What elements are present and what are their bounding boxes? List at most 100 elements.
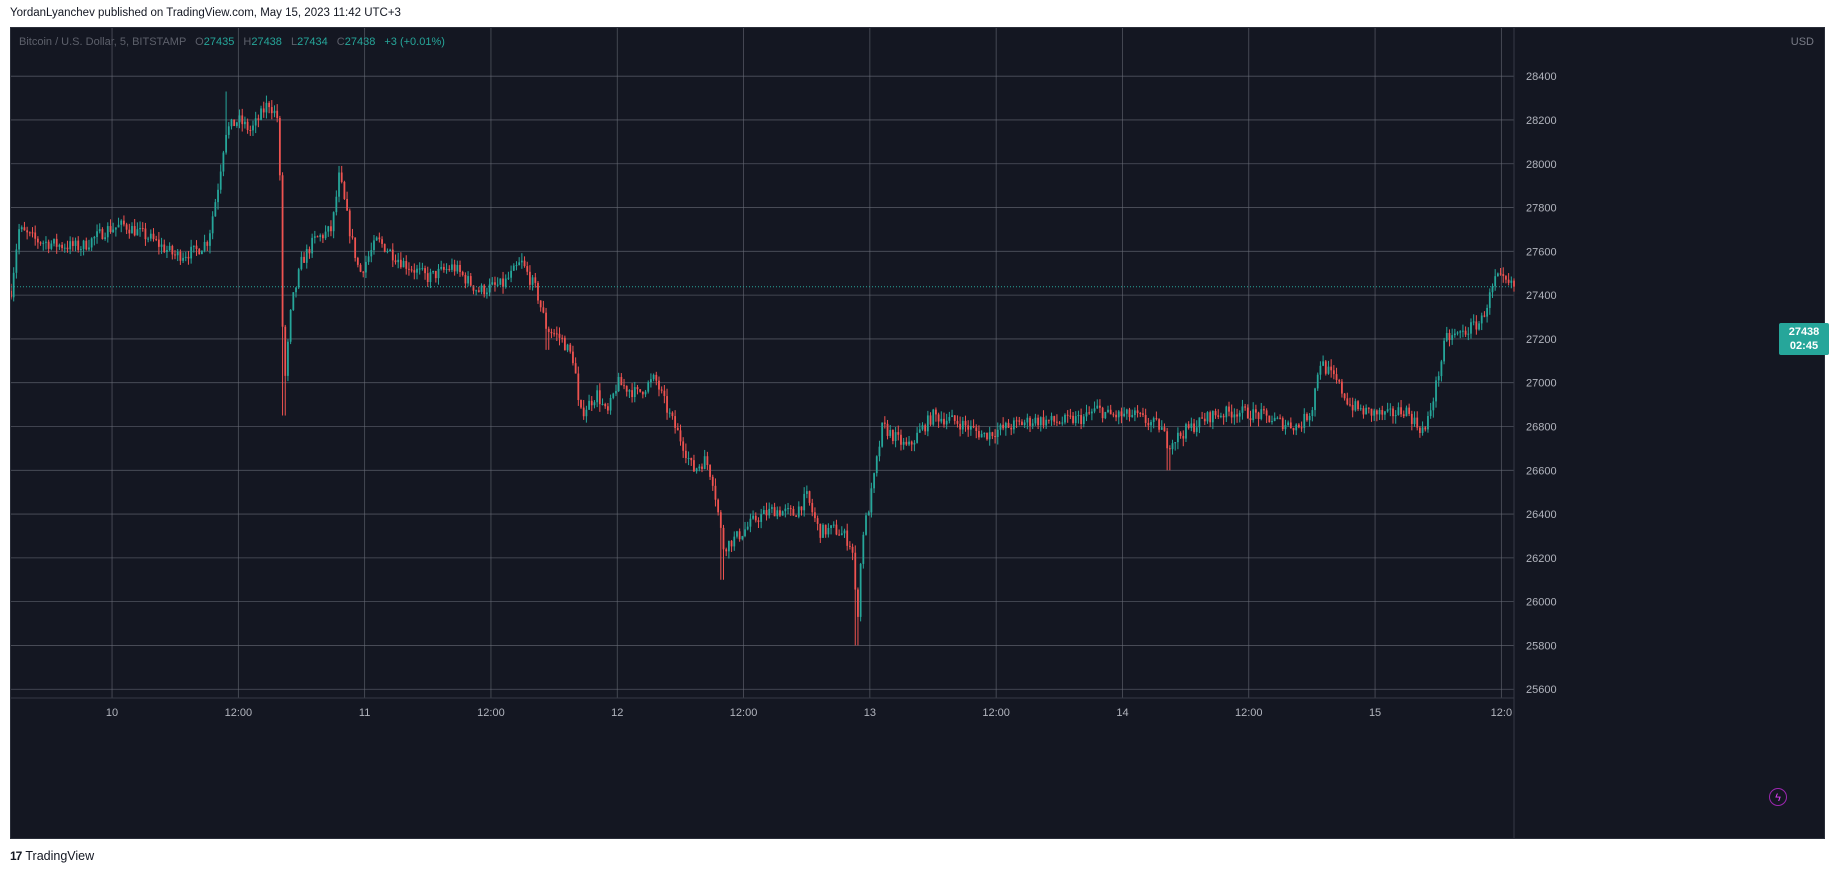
candle-body xyxy=(660,389,663,391)
candle-body xyxy=(179,251,182,261)
candle-body xyxy=(1483,315,1486,317)
candle-body xyxy=(1179,432,1182,437)
candle-body xyxy=(200,250,203,255)
y-tick-label: 26800 xyxy=(1526,421,1557,433)
candle-body xyxy=(451,264,453,270)
low-value: 27434 xyxy=(297,36,328,48)
candle-body xyxy=(1451,335,1454,340)
candle-body xyxy=(1039,417,1042,426)
candle-body xyxy=(1405,407,1408,417)
candle-body xyxy=(265,102,268,113)
chart-panel[interactable]: 25600 25800 26000 26200 26400 26600 26800 27000… xyxy=(10,27,1829,839)
candle-body xyxy=(1155,418,1158,420)
candle-body xyxy=(195,245,198,250)
candle-body xyxy=(760,514,763,522)
candle-body xyxy=(574,363,577,374)
candle-body xyxy=(1018,420,1021,422)
candle-body xyxy=(1206,412,1209,422)
candle-body xyxy=(617,376,620,392)
candle-body xyxy=(405,261,408,269)
lightning-icon[interactable]: ϟ xyxy=(1769,788,1787,806)
candle-body xyxy=(805,491,808,494)
candle-body xyxy=(943,418,945,425)
candle-body xyxy=(1007,422,1010,428)
candle-body xyxy=(886,423,889,436)
candle-body xyxy=(679,430,682,442)
x-tick-label: 12:0 xyxy=(1491,707,1512,719)
candle-body xyxy=(1491,286,1494,293)
candle-body xyxy=(1203,418,1206,422)
candle-body xyxy=(230,119,233,127)
candle-body xyxy=(838,534,841,536)
candle-body xyxy=(1408,407,1411,414)
candle-body xyxy=(1413,417,1416,424)
x-tick-label: 15 xyxy=(1369,707,1381,719)
candle-body xyxy=(1029,417,1031,426)
candle-body xyxy=(507,277,510,279)
candle-body xyxy=(141,228,144,230)
candle-body xyxy=(1120,411,1123,417)
symbol-legend: Bitcoin / U.S. Dollar, 5, BITSTAMP O2743… xyxy=(19,36,445,48)
candle-body xyxy=(832,524,835,526)
candle-body xyxy=(972,425,975,428)
candle-body xyxy=(684,450,687,459)
candle-body xyxy=(456,264,459,272)
candle-body xyxy=(238,115,241,123)
candle-body xyxy=(1346,398,1349,405)
candle-body xyxy=(1499,273,1502,275)
candle-body xyxy=(1300,427,1303,429)
candle-body xyxy=(292,292,295,310)
candle-body xyxy=(542,307,545,313)
candle-body xyxy=(1144,414,1147,423)
candle-body xyxy=(816,518,819,524)
candle-body xyxy=(502,278,504,287)
candle-body xyxy=(773,507,776,517)
candle-body xyxy=(695,468,698,472)
candle-body xyxy=(631,390,633,398)
candle-body xyxy=(1370,408,1373,416)
candle-body xyxy=(152,233,155,240)
candle-body xyxy=(289,309,292,342)
candle-body xyxy=(916,432,919,443)
candle-body xyxy=(975,427,978,431)
candle-body xyxy=(1375,410,1378,415)
candle-body xyxy=(1276,417,1279,419)
candle-body xyxy=(434,270,437,279)
candle-body xyxy=(184,256,187,258)
candle-body xyxy=(892,429,894,441)
low-label: L xyxy=(290,36,298,48)
candle-body xyxy=(370,250,373,257)
candle-body xyxy=(69,241,72,250)
candle-body xyxy=(1314,388,1316,411)
candle-body xyxy=(862,534,865,564)
candle-body xyxy=(1265,410,1268,416)
candle-body xyxy=(1308,415,1311,421)
candle-body xyxy=(55,238,58,247)
candle-body xyxy=(93,236,96,239)
candle-body xyxy=(644,391,647,395)
candle-body xyxy=(316,236,319,238)
candle-body xyxy=(1268,415,1271,423)
candle-body xyxy=(241,115,244,125)
candle-body xyxy=(518,262,521,266)
tradingview-logo: 17 TradingView xyxy=(10,849,94,863)
candle-body xyxy=(1168,448,1171,450)
candle-body xyxy=(45,241,47,243)
candle-body xyxy=(461,271,464,275)
candle-body xyxy=(647,382,650,392)
candle-body xyxy=(1072,415,1074,423)
close-value: 27438 xyxy=(344,36,376,48)
candle-body xyxy=(365,261,367,273)
candle-body xyxy=(609,397,612,411)
candle-body xyxy=(510,270,513,278)
candle-body xyxy=(900,434,902,445)
candlestick-chart[interactable]: 25600 25800 26000 26200 26400 26600 26800 27000… xyxy=(11,28,1824,838)
candle-body xyxy=(192,245,195,247)
candle-body xyxy=(308,249,311,254)
candle-body xyxy=(1195,427,1198,432)
candle-body xyxy=(593,402,596,406)
candle-body xyxy=(1394,414,1397,417)
candle-body xyxy=(996,429,999,438)
candle-body xyxy=(58,244,61,247)
candle-body xyxy=(410,269,413,271)
